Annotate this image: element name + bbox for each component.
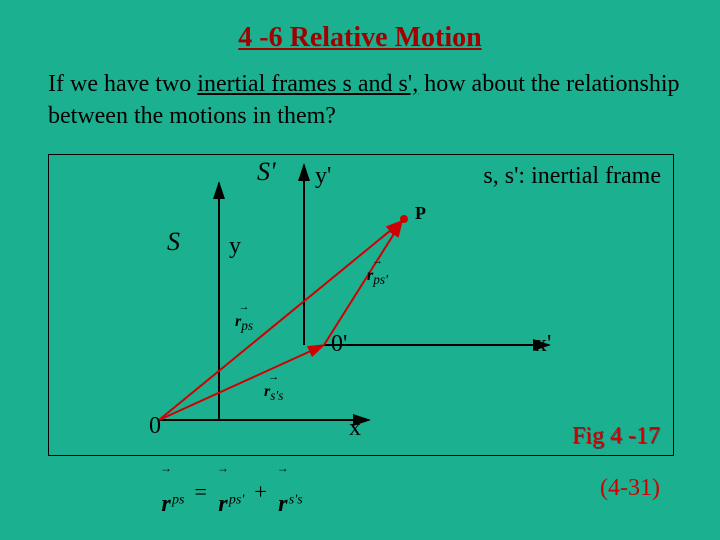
label-origin-prime: 0' [331,331,347,358]
label-rpsprime: → rps' [367,255,388,288]
label-y: y [229,233,241,260]
intro-text: If we have two inertial frames s and s',… [48,68,688,133]
point-p [400,215,408,223]
intro-pre: If we have two [48,71,197,97]
vector-rssprime [159,345,324,420]
diagram-frame: S' S y' y x x' 0 0' P → rps → rps' → rs'… [48,154,674,456]
label-origin: 0 [149,413,161,440]
label-rps: → rps [235,301,253,334]
title-text: 4 -6 Relative Motion [238,22,481,53]
equation-number: (4-31) [600,475,660,502]
label-yprime: y' [315,163,331,190]
legend-text: s, s': inertial frame [483,163,661,190]
section-title: 4 -6 Relative Motion [0,22,720,54]
label-s: S [167,227,180,257]
intro-underlined: inertial frames s and s', [197,71,418,97]
vector-rpsprime [324,221,402,345]
diagram-svg [49,155,673,455]
label-rssprime: → rs's [264,371,283,404]
label-x: x [349,415,361,442]
figure-caption: Fig 4 -17 [572,423,660,450]
label-xprime: x' [535,331,551,358]
label-p: P [415,203,426,224]
label-sprime: S' [257,157,276,187]
equation: →r ps = →r ps' + →r s's [160,473,303,518]
